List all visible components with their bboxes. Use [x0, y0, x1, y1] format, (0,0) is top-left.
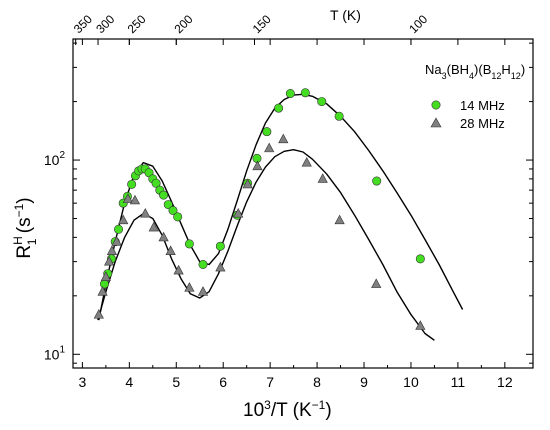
top-tick-label: 300	[93, 12, 117, 36]
data-point	[285, 89, 295, 99]
x-tick-label: 12	[497, 374, 513, 390]
data-point	[148, 221, 159, 232]
data-point	[233, 207, 244, 218]
data-point	[93, 309, 104, 319]
legend-label-28mhz: 28 MHz	[460, 116, 505, 131]
data-point	[100, 271, 111, 281]
legend: 14 MHz 28 MHz	[430, 98, 505, 131]
data-point	[372, 176, 382, 186]
data-point	[159, 190, 169, 200]
plot-frame	[72, 38, 534, 369]
legend-marker-28mhz	[430, 117, 442, 128]
data-point	[198, 259, 208, 269]
fit-curves	[97, 93, 464, 341]
data-point	[184, 282, 195, 292]
x-tick-label: 3	[78, 374, 86, 390]
top-tick-label: 200	[171, 12, 195, 36]
data-point	[262, 127, 272, 137]
data-point	[317, 173, 328, 183]
top-tick-label: 150	[250, 12, 274, 36]
data-point	[252, 160, 263, 171]
data-point	[173, 264, 184, 275]
x-tick-label: 5	[172, 374, 180, 390]
y-tick-label: 102	[44, 150, 66, 168]
data-point	[97, 286, 108, 296]
data-point	[278, 133, 289, 144]
top-tick-label: 100	[406, 12, 430, 36]
legend-marker-14mhz	[431, 100, 441, 110]
x-tick-label: 11	[451, 374, 466, 390]
chart-title: Na3(BH4)(B12H12)	[425, 62, 525, 81]
data-point	[415, 320, 426, 330]
data-point	[197, 286, 209, 296]
data-point	[215, 241, 225, 251]
data-point	[252, 153, 262, 163]
x-tick-label: 7	[266, 374, 274, 390]
data-point	[371, 278, 382, 288]
data-point	[99, 279, 109, 289]
x-axis-title: 103/T (K−1)	[243, 398, 332, 421]
x-tick-label: 10	[403, 374, 419, 390]
data-point	[104, 255, 115, 266]
data-point	[300, 88, 310, 98]
data-point	[158, 231, 169, 242]
x-tick-label: 6	[219, 374, 227, 390]
top-tick-label: 350	[71, 12, 95, 36]
data-point	[127, 179, 137, 189]
top-tick-label: 250	[125, 12, 149, 36]
fit-curve	[98, 93, 464, 321]
data-point	[264, 142, 275, 153]
data-point	[334, 111, 344, 121]
data-point	[274, 103, 284, 113]
data-point	[215, 261, 226, 272]
y-axis-title: RH1 (s−1)	[11, 197, 39, 258]
y-tick-label: 101	[44, 344, 66, 362]
data-point	[122, 193, 134, 203]
data-point	[334, 214, 345, 225]
data-point	[165, 245, 176, 255]
data-point	[151, 178, 161, 188]
x-tick-label: 4	[125, 374, 133, 390]
axes	[72, 38, 534, 369]
data-point	[168, 205, 178, 215]
x-tick-label: 8	[313, 374, 321, 390]
legend-label-14mhz: 14 MHz	[460, 98, 505, 113]
data-points	[93, 88, 426, 330]
data-point	[317, 97, 327, 107]
data-point	[173, 212, 183, 222]
data-point	[118, 214, 129, 225]
data-point	[301, 156, 312, 167]
data-point	[111, 236, 122, 246]
data-point	[114, 224, 124, 234]
top-axis-title: T (K)	[330, 7, 361, 23]
data-point	[129, 194, 141, 205]
data-point	[140, 207, 151, 218]
x-tick-label: 9	[360, 374, 368, 390]
data-point	[415, 254, 425, 264]
data-point	[106, 245, 118, 255]
data-point	[184, 239, 194, 249]
data-point	[242, 178, 253, 189]
data-point	[163, 200, 173, 210]
